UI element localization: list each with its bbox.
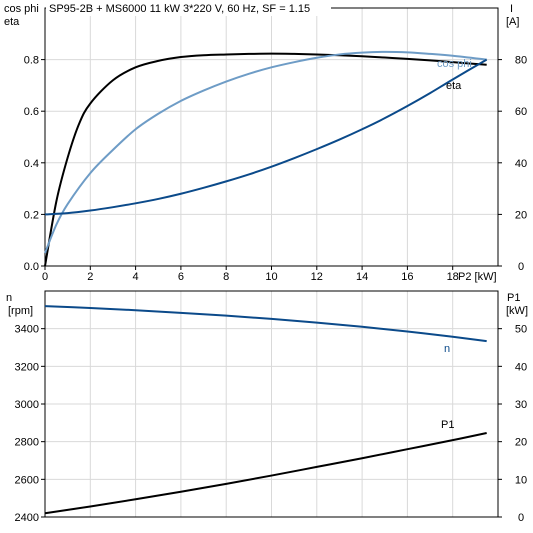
series-label-p1: P1 [441, 419, 454, 431]
top-x-tick-label: 16 [401, 271, 413, 283]
top-right-axis-label-1: I [510, 3, 513, 15]
bottom-right-axis-label-2: [kW] [506, 305, 528, 317]
bottom-panel-ticks: 2400 2600 2800 3000 3200 3400 0 10 20 30 40 50 [15, 324, 528, 524]
bottom-left-tick-label: 2800 [15, 437, 39, 449]
bottom-left-tick-label: 3400 [15, 324, 39, 336]
series-line-n [44, 305, 487, 343]
top-x-tick-label: 12 [311, 271, 323, 283]
top-left-tick-label: 0.0 [24, 261, 39, 273]
series-line-p1 [44, 432, 487, 515]
series-label-eta: eta [446, 80, 462, 92]
top-right-tick-label: 40 [515, 158, 527, 170]
bottom-right-tick-label: 40 [515, 361, 527, 373]
top-right-tick-label: 60 [515, 106, 527, 118]
top-left-tick-label: 0.6 [24, 106, 39, 118]
series-line-eta [44, 52, 487, 267]
bottom-panel-series [44, 305, 487, 515]
bottom-right-tick-label: 10 [515, 474, 527, 486]
top-x-tick-label: 14 [356, 271, 368, 283]
top-panel-grid [45, 8, 498, 266]
bottom-left-tick-label: 2400 [15, 512, 39, 524]
top-x-tick-label: 18 [447, 271, 459, 283]
bottom-left-axis-label-1: n [6, 292, 12, 304]
top-x-tick-label: 2 [87, 271, 93, 283]
top-left-axis-label-1: cos phi [4, 3, 39, 15]
top-right-tick-label: 20 [515, 209, 527, 221]
bottom-panel: 2400 2600 2800 3000 3200 3400 0 10 20 30 40 50 n [r… [6, 290, 528, 524]
top-left-tick-label: 0.4 [24, 158, 39, 170]
bottom-left-axis-label-2: [rpm] [8, 305, 33, 317]
bottom-right-tick-label: 50 [515, 324, 527, 336]
top-x-tick-label: 10 [265, 271, 277, 283]
series-label-n: n [444, 343, 450, 355]
top-left-axis-label-2: eta [4, 16, 20, 28]
bottom-left-tick-label: 3000 [15, 399, 39, 411]
series-label-cos-phi: cos phi [437, 58, 472, 70]
top-x-tick-label: 6 [178, 271, 184, 283]
top-panel-ticks: 0.0 0.2 0.4 0.6 0.8 0 20 40 60 80 0 2 4 6 8 10 12 14 16 18 [24, 55, 527, 283]
bottom-left-tick-label: 2600 [15, 474, 39, 486]
chart-title: SP95-2B + MS6000 11 kW 3*220 V, 60 Hz, S… [49, 3, 310, 15]
series-line-i [44, 58, 488, 216]
bottom-right-axis-label-1: P1 [507, 292, 520, 304]
top-right-tick-label: 0 [518, 261, 524, 273]
top-right-tick-label: 80 [515, 55, 527, 67]
top-x-tick-label: 4 [133, 271, 139, 283]
top-right-axis-label-2: [A] [506, 16, 519, 28]
bottom-panel-grid [45, 291, 498, 517]
bottom-right-tick-label: 30 [515, 399, 527, 411]
series-line-cos-phi [44, 50, 487, 254]
bottom-left-tick-label: 3200 [15, 361, 39, 373]
top-left-tick-label: 0.8 [24, 55, 39, 67]
top-panel-series [44, 50, 488, 267]
bottom-right-tick-label: 0 [518, 512, 524, 524]
x-axis-label: P2 [kW] [458, 271, 497, 283]
title-box [46, 1, 331, 16]
bottom-right-tick-label: 20 [515, 437, 527, 449]
top-x-tick-label: 0 [42, 271, 48, 283]
top-x-tick-label: 8 [223, 271, 229, 283]
top-left-tick-label: 0.2 [24, 209, 39, 221]
